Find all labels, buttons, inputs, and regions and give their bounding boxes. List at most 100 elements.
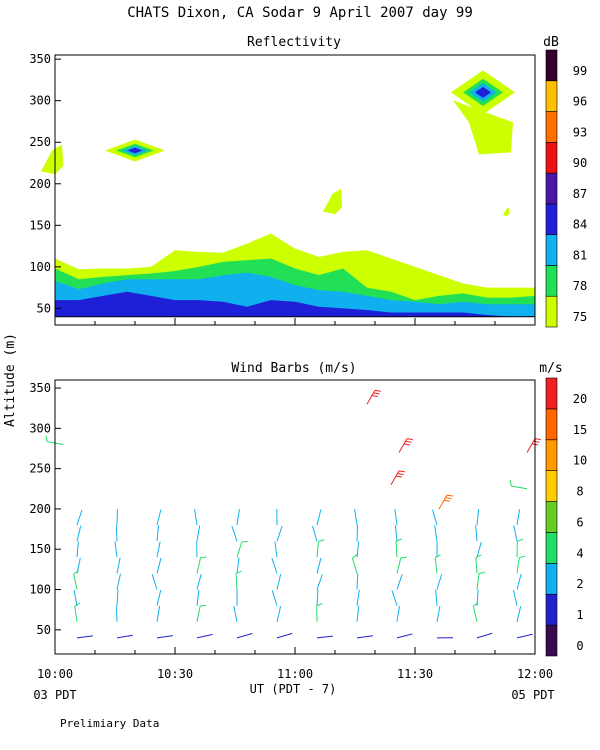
y-tick-label: 200 xyxy=(29,177,51,191)
wind-barb xyxy=(436,574,443,590)
reflectivity-x-axis xyxy=(54,318,536,325)
wind-barb xyxy=(76,557,81,574)
wind-barb xyxy=(472,602,479,622)
colorbar-swatch xyxy=(545,265,558,297)
barb-shaft xyxy=(435,589,438,606)
y-tick-label: 300 xyxy=(29,94,51,108)
wind-barb xyxy=(274,541,278,558)
reflectivity-y-axis: 50 100 150 200 250 300 350 xyxy=(29,52,61,315)
barb-shaft xyxy=(366,390,376,405)
colorbar-label: 6 xyxy=(576,515,583,529)
barb-shaft xyxy=(156,541,161,558)
colorbar-label: 20 xyxy=(573,392,587,406)
wind-barb xyxy=(316,557,322,574)
barb-shaft xyxy=(356,605,360,622)
colorbar-swatch xyxy=(545,377,558,410)
wind-barb xyxy=(431,509,438,526)
wind-barb xyxy=(231,525,238,542)
colorbar-label: 93 xyxy=(573,125,587,139)
y-tick-label: 150 xyxy=(29,542,51,556)
start-local-time: 03 PDT xyxy=(33,688,76,702)
colorbar-label: 2 xyxy=(576,577,583,591)
reflectivity-layer-84 xyxy=(55,291,535,317)
wind-barb xyxy=(271,590,278,606)
barb-shaft xyxy=(236,633,253,639)
wind-barb xyxy=(196,573,202,590)
barb-shaft xyxy=(156,605,161,622)
barb-feather xyxy=(403,443,411,446)
barb-shaft xyxy=(151,574,158,590)
wind-barb xyxy=(196,525,201,542)
colorbar-swatch xyxy=(545,203,558,235)
barb-shaft xyxy=(156,525,160,542)
barb-shaft xyxy=(434,525,438,542)
barb-shaft xyxy=(236,509,240,526)
wind-colorbar-unit: m/s xyxy=(539,361,562,376)
barb-shaft xyxy=(76,557,81,574)
wind-barb xyxy=(316,603,323,622)
barb-shaft xyxy=(231,525,238,542)
x-tick-label: 10:00 xyxy=(37,667,73,681)
wind-x-axis: 10:00 10:30 11:00 11:30 12:00 xyxy=(37,647,553,681)
barb-feather xyxy=(400,556,407,559)
barb-shaft xyxy=(476,589,479,606)
wind-frame xyxy=(54,379,536,655)
wind-barb xyxy=(394,509,398,526)
colorbar-label: 90 xyxy=(573,156,587,170)
barb-shaft xyxy=(76,509,83,526)
barb-shaft xyxy=(271,590,278,606)
reflectivity-title: Reflectivity xyxy=(247,35,341,50)
wind-barb xyxy=(351,554,358,574)
barb-shaft xyxy=(476,632,493,639)
wind-barb xyxy=(516,606,522,622)
wind-barb xyxy=(276,606,282,622)
barb-feather xyxy=(397,473,404,475)
colorbar-label: 10 xyxy=(573,454,587,468)
wind-barb xyxy=(475,554,482,574)
colorbar-swatch xyxy=(545,624,558,657)
wind-barb xyxy=(356,635,373,639)
colorbar-label: 15 xyxy=(573,423,587,437)
barb-shaft xyxy=(274,541,278,558)
wind-barb xyxy=(476,589,479,606)
echo-core xyxy=(127,147,143,154)
wind-barb xyxy=(398,438,414,453)
barb-shaft xyxy=(395,541,398,558)
barb-shaft xyxy=(76,541,79,558)
barb-feather xyxy=(434,554,441,558)
wind-barb xyxy=(74,602,81,622)
barb-shaft xyxy=(236,541,243,558)
wind-barb xyxy=(475,525,478,542)
barb-shaft xyxy=(196,605,201,622)
wind-barb xyxy=(394,525,398,542)
barb-shaft xyxy=(436,605,441,622)
colorbar-swatch xyxy=(545,295,558,328)
wind-barb xyxy=(509,480,528,490)
wind-barb xyxy=(156,589,162,606)
barb-shaft xyxy=(196,557,201,574)
barb-feather xyxy=(519,555,526,559)
barb-shaft xyxy=(316,541,319,558)
barb-feather xyxy=(443,499,451,502)
barb-shaft xyxy=(114,541,118,558)
wind-barb xyxy=(435,589,438,606)
shared-y-label: Altitude (m) xyxy=(3,333,18,427)
barb-shaft xyxy=(156,509,162,526)
barb-shaft xyxy=(475,525,478,542)
echo-patch xyxy=(503,207,510,217)
preliminary-note: Prelimiary Data xyxy=(60,717,159,730)
colorbar-swatch xyxy=(545,501,558,533)
wind-barb xyxy=(476,632,493,639)
wind-barb xyxy=(396,556,407,574)
wind-barb xyxy=(476,571,485,590)
barb-shaft xyxy=(196,573,202,590)
wind-barb xyxy=(115,605,118,622)
y-tick-label: 50 xyxy=(37,301,51,315)
barb-shaft xyxy=(396,633,413,639)
colorbar-label: 81 xyxy=(573,248,587,262)
barb-shaft xyxy=(356,541,360,558)
barb-shaft xyxy=(196,633,213,639)
wind-barb xyxy=(114,541,118,558)
wind-barb xyxy=(513,525,518,542)
